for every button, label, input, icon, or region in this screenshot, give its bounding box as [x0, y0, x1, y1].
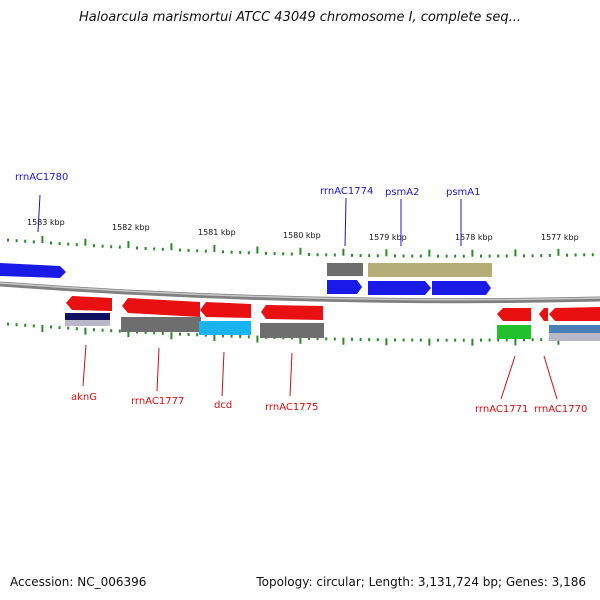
topology-summary: Topology: circular; Length: 3,131,724 bp… — [256, 575, 586, 589]
scale-label-1579: 1579 kbp — [369, 233, 407, 242]
leader-rrnAC1774 — [344, 197, 347, 247]
gene-label-dcd[interactable]: dcd — [214, 400, 232, 411]
leader-rrnAC1777 — [156, 347, 160, 392]
scale-label-1582: 1582 kbp — [112, 223, 150, 232]
leader-dcd — [221, 351, 225, 397]
gene-small-red-arrow — [539, 308, 548, 321]
feature-aknG-navy — [65, 313, 110, 321]
feature-steel-rrnAC1770 — [549, 325, 600, 333]
leader-rrnAC1771 — [500, 355, 516, 400]
gene-label-rrnAC1771[interactable]: rrnAC1771 — [475, 404, 528, 415]
chromosome-backbone — [0, 281, 600, 304]
scale-label-1578: 1578 kbp — [455, 233, 493, 242]
feature-cyan-dcd — [199, 321, 251, 335]
gene-aknG-arrow — [66, 296, 112, 311]
gene-rrnAC1770-arrow — [549, 307, 600, 321]
gene-label-aknG[interactable]: aknG — [71, 392, 97, 403]
scale-label-1580: 1580 kbp — [283, 231, 321, 240]
gene-rrnAC1775-arrow — [261, 305, 323, 320]
gene-rrnAC1780-arrow — [0, 263, 66, 278]
gene-label-rrnAC1780[interactable]: rrnAC1780 — [15, 172, 68, 183]
gene-rrnAC1774-arrow — [327, 280, 362, 294]
feature-green-rrnAC1771 — [497, 325, 531, 339]
chromosome-backbone-highlight — [0, 282, 600, 301]
gene-psmA2-arrow — [368, 281, 431, 295]
feature-light-rrnAC1770 — [549, 333, 600, 341]
feature-olive-upper — [368, 263, 492, 277]
leader-rrnAC1780 — [37, 194, 41, 233]
feature-gray-rrnAC1775 — [260, 323, 324, 338]
gene-dcd-arrow — [200, 302, 251, 318]
accession-text: Accession: NC_006396 — [10, 575, 147, 589]
feature-gray-rrnAC1777 — [121, 317, 201, 332]
gene-rrnAC1777-arrow — [122, 298, 200, 317]
leader-aknG — [82, 344, 87, 387]
scale-label-1577: 1577 kbp — [541, 233, 579, 242]
gene-label-rrnAC1775[interactable]: rrnAC1775 — [265, 402, 318, 413]
map-title: Haloarcula marismortui ATCC 43049 chromo… — [79, 10, 521, 25]
gene-psmA1-arrow — [432, 281, 491, 295]
scale-label-1583: 1583 kbp — [27, 218, 65, 227]
feature-gray-upper — [327, 263, 363, 276]
feature-aknG-light — [65, 320, 110, 326]
gene-label-rrnAC1777[interactable]: rrnAC1777 — [131, 396, 184, 407]
scale-label-1581: 1581 kbp — [198, 228, 236, 237]
gene-label-psmA2[interactable]: psmA2 — [385, 187, 420, 198]
gene-label-rrnAC1770[interactable]: rrnAC1770 — [534, 404, 587, 415]
leader-rrnAC1770 — [543, 355, 558, 400]
gene-label-rrnAC1774[interactable]: rrnAC1774 — [320, 186, 373, 197]
gene-rrnAC1771-arrow — [497, 308, 531, 321]
top-tick-track — [7, 236, 594, 258]
gene-label-psmA1[interactable]: psmA1 — [446, 187, 481, 198]
leader-rrnAC1775 — [289, 352, 293, 397]
